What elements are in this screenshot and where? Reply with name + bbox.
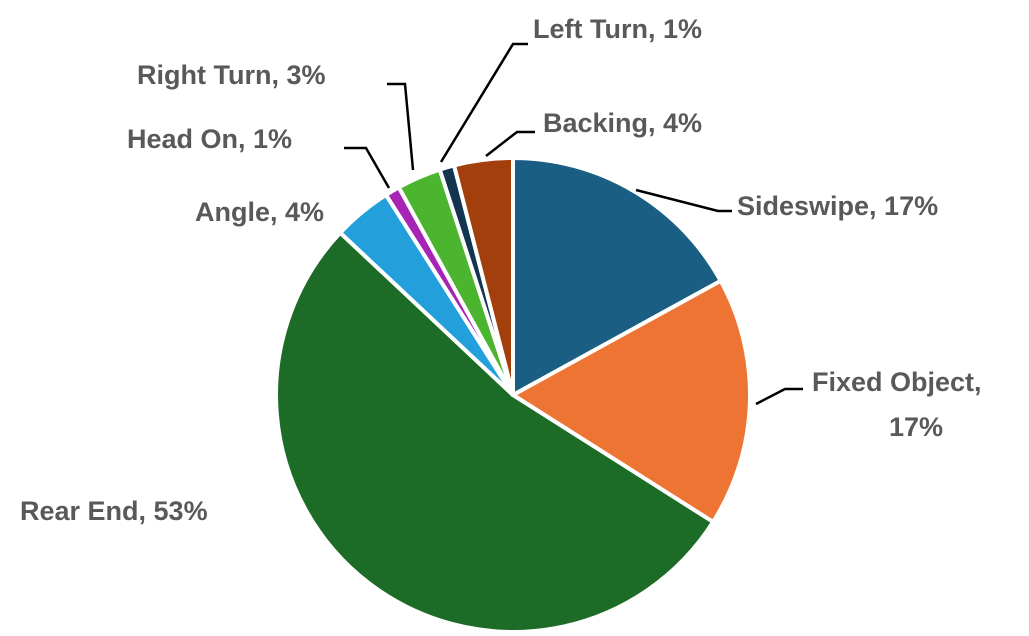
- data-label-fixed-object: Fixed Object,: [812, 367, 982, 397]
- leader-line-left-turn: [439, 42, 528, 163]
- pie-slice-sideswipe: [511, 156, 723, 397]
- leader-line-sideswipe: [635, 188, 732, 213]
- pie-slice-fixed-object: [511, 278, 752, 524]
- leader-line-fixed-object: [755, 387, 803, 406]
- pie-slice-backing: [452, 156, 515, 397]
- data-label-left-turn: Left Turn, 1%: [533, 14, 702, 44]
- data-label-rear-end: Rear End, 53%: [20, 496, 208, 526]
- pie-slice-rear-end: [274, 230, 716, 634]
- leader-line-head-on: [344, 146, 391, 189]
- data-label-right-turn: Right Turn, 3%: [137, 60, 326, 90]
- data-labels: Sideswipe, 17% Fixed Object, 17% Rear En…: [20, 14, 982, 526]
- data-label-sideswipe: Sideswipe, 17%: [737, 191, 938, 221]
- leader-line-right-turn: [387, 82, 415, 171]
- leader-lines: [344, 42, 803, 406]
- data-label-angle: Angle, 4%: [195, 197, 324, 227]
- data-label-head-on: Head On, 1%: [127, 124, 292, 154]
- pie-slices: [274, 156, 752, 634]
- leader-line-backing: [485, 130, 535, 157]
- data-label-backing: Backing, 4%: [543, 108, 702, 138]
- data-label-fixed-object-percent: 17%: [889, 412, 943, 442]
